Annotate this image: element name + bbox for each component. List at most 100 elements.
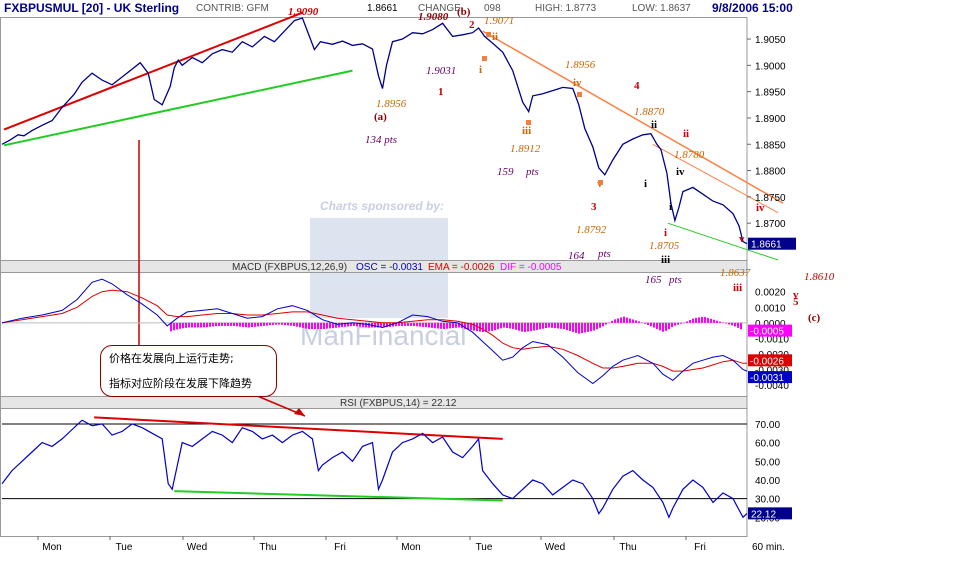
macd-histogram-bar (260, 322, 262, 327)
wave-count-label: i (644, 178, 647, 190)
macd-histogram-bar (686, 321, 688, 323)
macd-end-label: -0.0005 (750, 327, 784, 338)
contrib-label: CONTRIB: GFM (196, 3, 269, 14)
pts-label: 159 (497, 166, 514, 178)
macd-histogram-bar (197, 322, 199, 328)
macd-end-box (748, 371, 792, 384)
macd-histogram-bar (422, 322, 424, 327)
wave-count-label: iv (573, 77, 582, 89)
macd-histogram-bar (728, 322, 730, 325)
macd-histogram-bar (275, 322, 277, 325)
macd-histogram-bar (227, 322, 229, 326)
macd-tick-label: -0.0030 (755, 366, 789, 377)
macd-histogram-bar (386, 322, 388, 328)
panel-frames (0, 17, 748, 537)
macd-histogram-bar (200, 322, 202, 328)
x-tick-label: Wed (545, 542, 565, 553)
macd-histogram-bar (191, 322, 193, 328)
macd-histogram-bar (338, 322, 340, 328)
macd-histogram-bar (740, 322, 742, 330)
price-value-label: 1.8956 (565, 59, 596, 71)
macd-histogram-bar (416, 322, 418, 327)
rsi-last-box (748, 507, 792, 520)
macd-histogram-bar (170, 322, 172, 332)
macd-histogram-bar (452, 322, 454, 329)
macd-histogram-bar (587, 322, 589, 332)
rsi-panel: RSI (FXBPUS,14) = 22.12 70.00 60.00 50.00 40… (1, 398, 792, 524)
x-tick-label: Mon (42, 542, 61, 553)
wave-count-label: i (479, 64, 482, 76)
macd-histogram-bar (641, 322, 643, 324)
downtrend-line-inner (652, 143, 779, 214)
x-tick-label: Fri (694, 542, 706, 553)
macd-histogram-bar (563, 322, 565, 330)
macd-histogram-bar (557, 322, 559, 329)
macd-histogram-bar (293, 322, 295, 327)
macd-histogram-bar (362, 322, 364, 327)
low-value: LOW: 1.8637 (632, 3, 691, 14)
macd-histogram-bar (176, 322, 178, 330)
wave-marker (526, 120, 531, 125)
macd-histogram-bar (179, 322, 181, 329)
x-tick-label: Tue (476, 542, 493, 553)
wave-count-label: 5 (793, 296, 799, 308)
macd-histogram-bar (716, 320, 718, 323)
price-tick-label: 1.9000 (755, 61, 786, 72)
macd-histogram-bar (548, 322, 550, 328)
callout-line-1: 价格在发展向上运行走势; (109, 352, 234, 365)
macd-histogram-bar (500, 322, 502, 329)
macd-histogram-bar (701, 316, 703, 323)
macd-histogram-bar (689, 319, 691, 323)
macd-histogram-bar (578, 322, 580, 334)
macd-histogram-bar (395, 322, 397, 327)
macd-histogram-bar (350, 322, 352, 327)
macd-histogram-bar (584, 322, 586, 333)
macd-histogram-bar (437, 322, 439, 329)
macd-histogram-bar (233, 322, 235, 327)
wave-count-label: i (669, 201, 672, 213)
pts-label: pts (525, 166, 539, 178)
macd-histogram-bar (494, 322, 496, 331)
macd-histogram-bar (347, 322, 349, 327)
macd-histogram-bar (542, 322, 544, 329)
price-value-label: 1.8870 (634, 106, 665, 118)
watermark-sponsor: Charts sponsored by: (320, 199, 444, 213)
macd-histogram-bar (332, 322, 334, 329)
macd-end-box (748, 324, 792, 337)
rsi-last-label: 22.12 (751, 509, 776, 520)
wave-marker (482, 56, 487, 61)
macd-histogram-bar (629, 318, 631, 323)
pts-label: 165 (645, 274, 662, 286)
macd-histogram-bar (374, 322, 376, 328)
macd-histogram-bar (458, 322, 460, 328)
rsi-line (1, 419, 748, 519)
rsi-lower-divergence-line (174, 490, 503, 502)
macd-histogram-bar (218, 322, 220, 326)
macd-histogram-bar (467, 322, 469, 330)
macd-histogram-bar (245, 322, 247, 328)
macd-histogram-bar (593, 322, 595, 331)
macd-histogram-bar (536, 322, 538, 330)
macd-histogram-bar (296, 322, 298, 327)
macd-histogram-bar (428, 322, 430, 328)
wave-count-label: iii (522, 125, 531, 137)
macd-histogram-bar (446, 322, 448, 329)
macd-histogram-bar (611, 320, 613, 323)
macd-histogram-bar (305, 322, 307, 329)
macd-histogram-bar (272, 322, 274, 325)
wave-count-label: 3 (591, 201, 597, 213)
macd-histogram-bar (473, 322, 475, 331)
macd-histogram-bar (314, 322, 316, 330)
macd-histogram-bar (230, 322, 232, 326)
macd-histogram-bar (479, 322, 481, 332)
macd-histogram-bar (656, 322, 658, 329)
wave-marker (598, 180, 603, 185)
macd-histogram-bar (269, 322, 271, 326)
wave-count-label: (c) (808, 312, 821, 324)
macd-histogram-bar (383, 322, 385, 328)
rsi-title: RSI (FXBPUS,14) = 22.12 (340, 398, 457, 409)
x-tick-label: Wed (187, 542, 207, 553)
price-value-label: 1.8956 (376, 98, 407, 110)
wave-count-label: iii (661, 254, 670, 266)
price-tick-label: 1.8950 (755, 88, 786, 99)
